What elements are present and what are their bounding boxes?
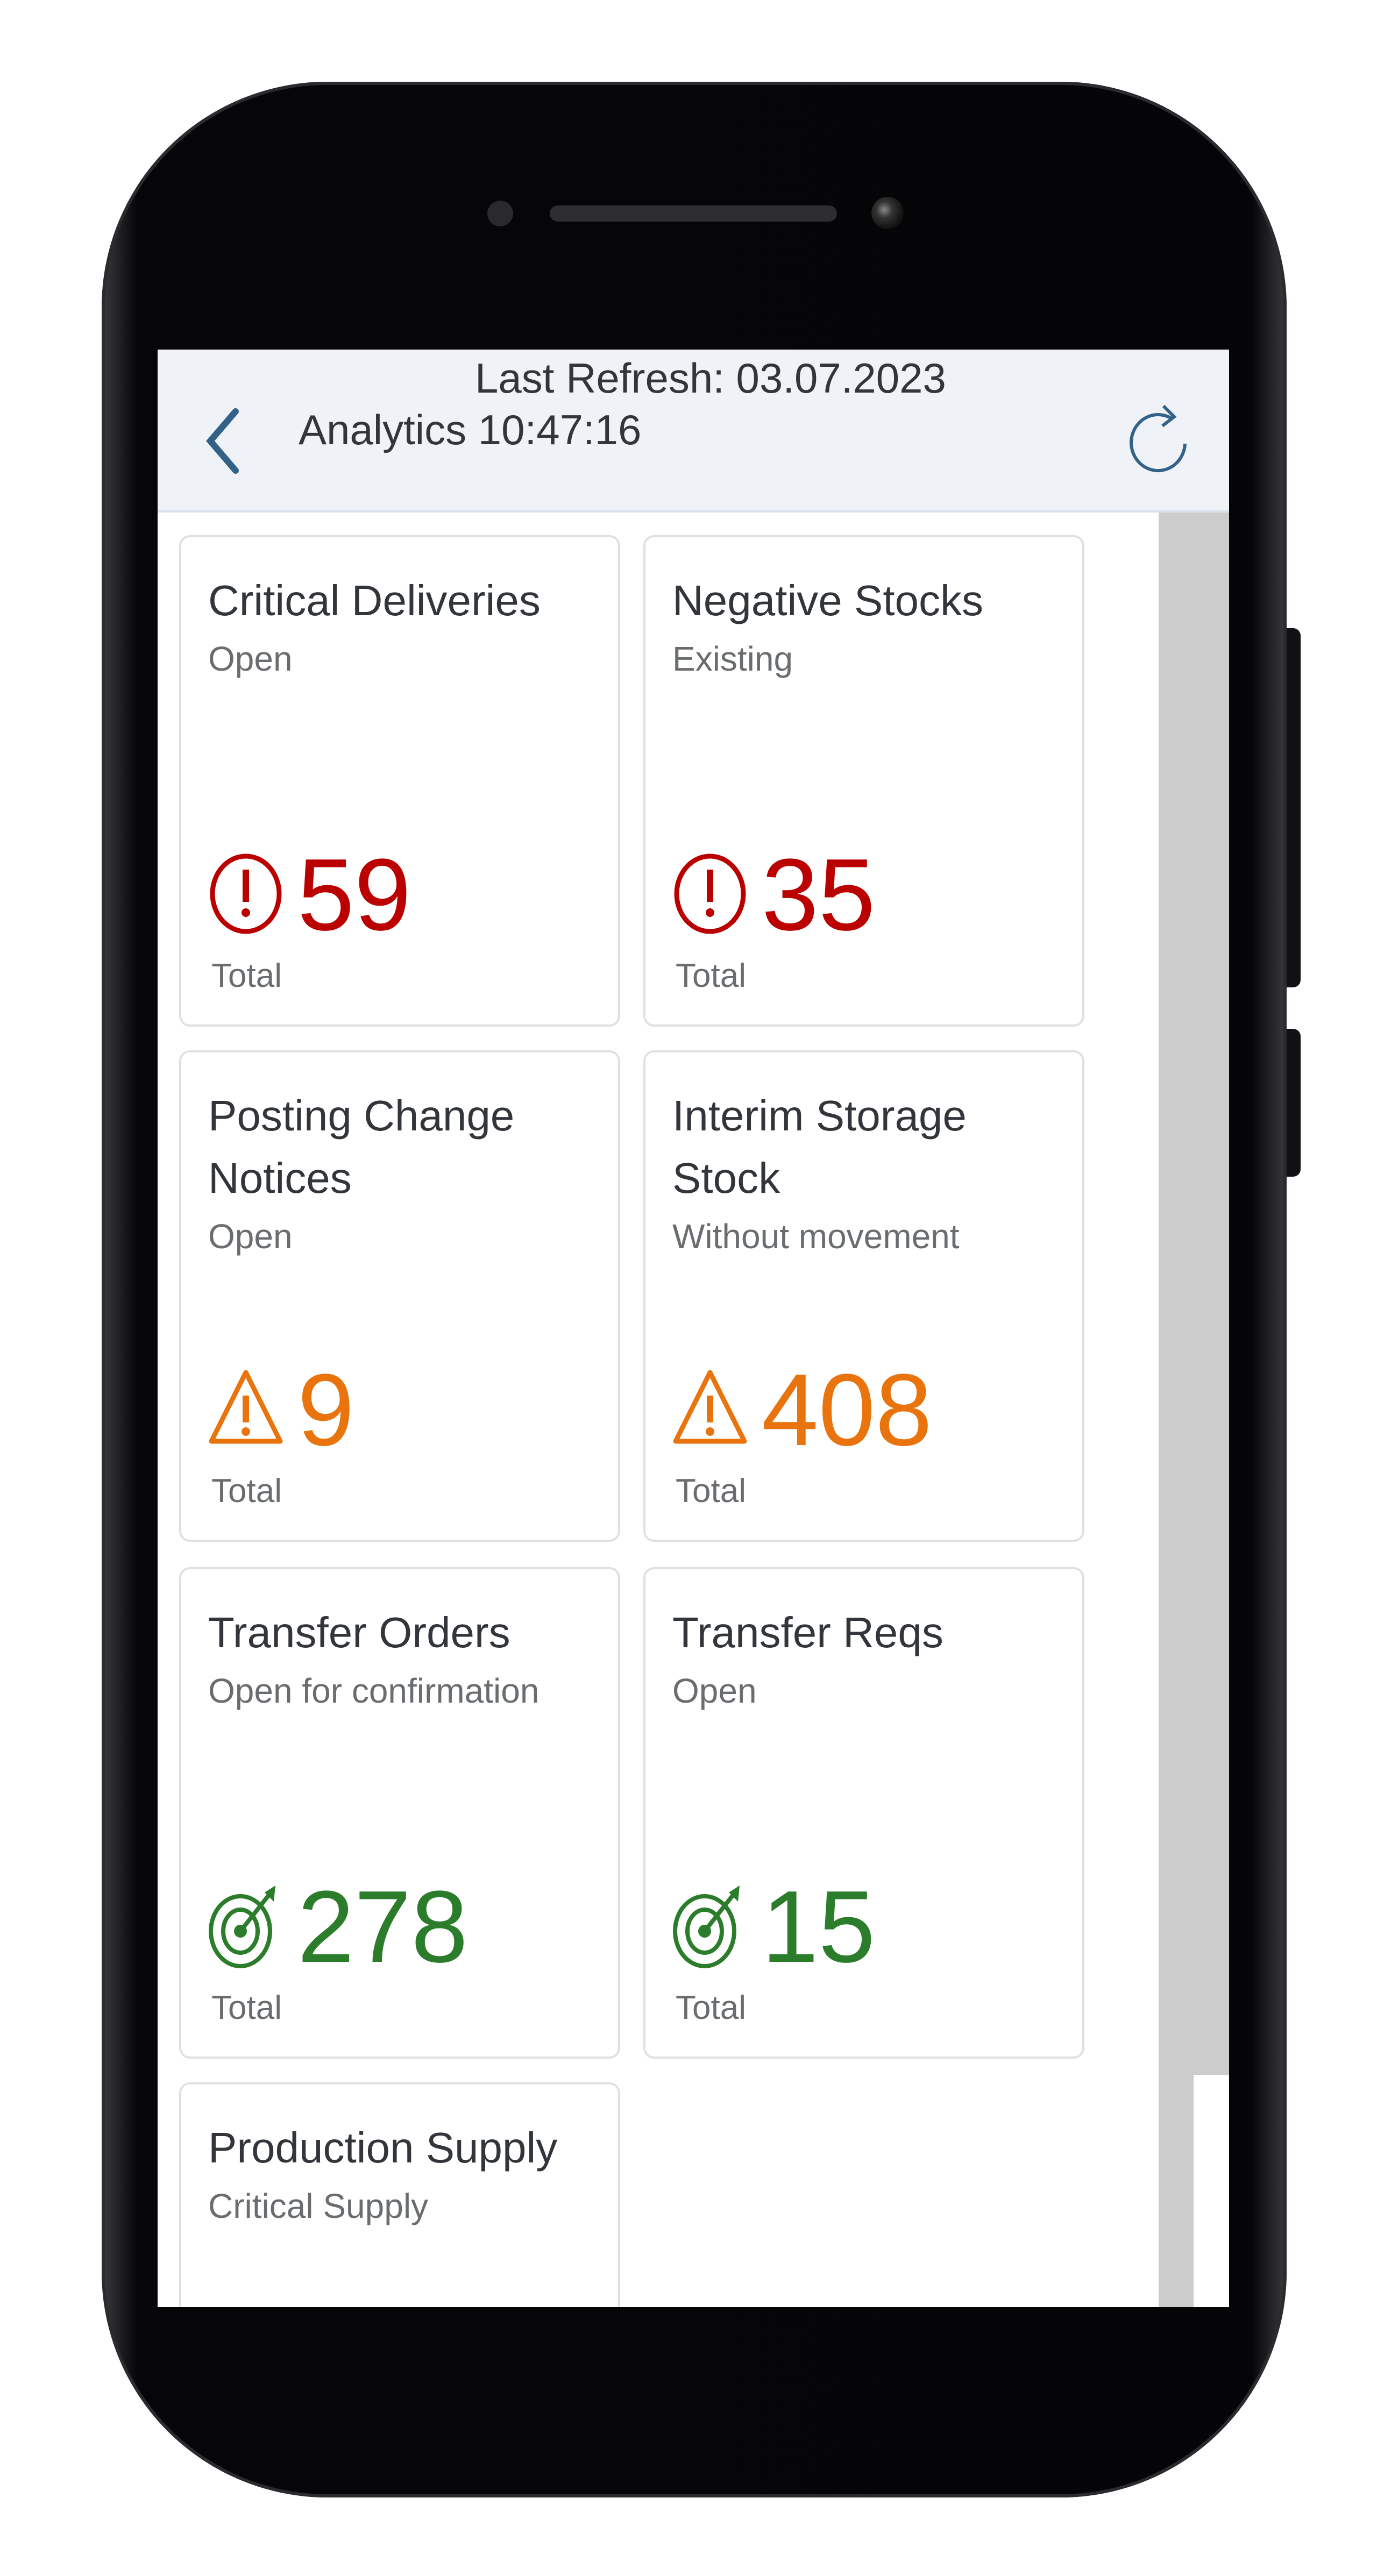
tile-unit: Total [211, 1989, 282, 2026]
last-refresh-time: Analytics 10:47:16 [299, 406, 642, 453]
kpi-tile[interactable]: Production Supply Critical Supply [179, 2082, 620, 2307]
tile-title: Transfer Orders Open for confirmation [208, 1602, 606, 1718]
phone-speaker [550, 205, 837, 222]
app-screen: Last Refresh: 03.07.2023 Analytics 10:47… [158, 350, 1229, 2307]
kpi-tile[interactable]: Posting Change Notices Open 9 Total [179, 1050, 620, 1542]
tile-title-text: Posting Change Notices [208, 1092, 515, 1202]
tile-title: Transfer Reqs Open [672, 1602, 1070, 1718]
tile-title: Interim Storage Stock Without movement [672, 1085, 1070, 1263]
kpi-tile[interactable]: Transfer Orders Open for confirmation 278 T… [179, 1567, 620, 2059]
error-circle-icon [672, 851, 748, 940]
tile-title-text: Interim Storage Stock [672, 1092, 967, 1202]
tile-subtitle: Critical Supply [208, 2187, 429, 2225]
tile-subtitle: Open [208, 639, 293, 678]
kpi-tile[interactable]: Negative Stocks Existing 35 Total [643, 535, 1084, 1027]
last-refresh-label: Last Refresh: 03.07.2023 [475, 354, 946, 402]
refresh-button[interactable] [1120, 393, 1196, 479]
tile-unit: Total [211, 1472, 282, 1510]
tile-value: 15 [762, 1870, 876, 1984]
tile-kpi: 59 [208, 836, 411, 954]
phone-camera [871, 197, 904, 229]
tile-title-text: Transfer Orders [208, 1609, 510, 1656]
tile-value: 9 [297, 1353, 354, 1467]
tile-kpi: 278 [208, 1868, 468, 1986]
warning-triangle-icon [672, 1366, 748, 1455]
phone-side-button [1287, 1029, 1301, 1177]
tile-subtitle: Existing [672, 639, 793, 678]
kpi-tile[interactable]: Critical Deliveries Open 59 Total [179, 535, 620, 1027]
tile-subtitle: Open [208, 1217, 293, 1256]
tile-title-text: Critical Deliveries [208, 577, 541, 624]
tile-unit: Total [211, 957, 282, 994]
tile-title-text: Negative Stocks [672, 577, 984, 624]
tile-value: 35 [762, 838, 876, 952]
kpi-tile[interactable]: Transfer Reqs Open 15 Total [643, 1567, 1084, 2059]
tile-title-text: Production Supply [208, 2124, 558, 2172]
tile-value: 408 [762, 1353, 933, 1467]
phone-sensor [487, 201, 513, 226]
tile-subtitle: Without movement [672, 1217, 960, 1256]
chevron-left-icon [206, 408, 239, 474]
tile-kpi: 9 [208, 1351, 354, 1469]
back-button[interactable] [201, 401, 249, 481]
tile-title: Negative Stocks Existing [672, 570, 1070, 686]
tile-subtitle: Open [672, 1671, 757, 1710]
tile-unit: Total [676, 1989, 746, 2026]
phone-side-button [1287, 628, 1301, 987]
tile-kpi: 35 [672, 836, 875, 954]
tile-subtitle: Open for confirmation [208, 1671, 540, 1710]
tile-kpi: 15 [672, 1868, 875, 1986]
tile-title: Production Supply Critical Supply [208, 2117, 606, 2233]
tile-title-text: Transfer Reqs [672, 1609, 943, 1656]
tile-kpi: 408 [672, 1351, 932, 1469]
kpi-tile[interactable]: Interim Storage Stock Without movement 408… [643, 1050, 1084, 1542]
tile-title: Posting Change Notices Open [208, 1085, 606, 1263]
target-icon [672, 1883, 748, 1972]
refresh-icon [1130, 404, 1187, 473]
target-icon [208, 1883, 283, 1972]
warning-triangle-icon [208, 1366, 283, 1455]
tile-value: 278 [297, 1870, 469, 1984]
error-circle-icon [208, 851, 283, 940]
tile-title: Critical Deliveries Open [208, 570, 606, 686]
tile-unit: Total [676, 1472, 746, 1510]
tile-unit: Total [676, 957, 746, 994]
scrollbar-thumb[interactable] [1194, 2075, 1229, 2307]
app-header: Last Refresh: 03.07.2023 Analytics 10:47… [158, 350, 1229, 513]
scrollbar[interactable] [1159, 513, 1229, 2307]
tile-value: 59 [297, 838, 411, 952]
